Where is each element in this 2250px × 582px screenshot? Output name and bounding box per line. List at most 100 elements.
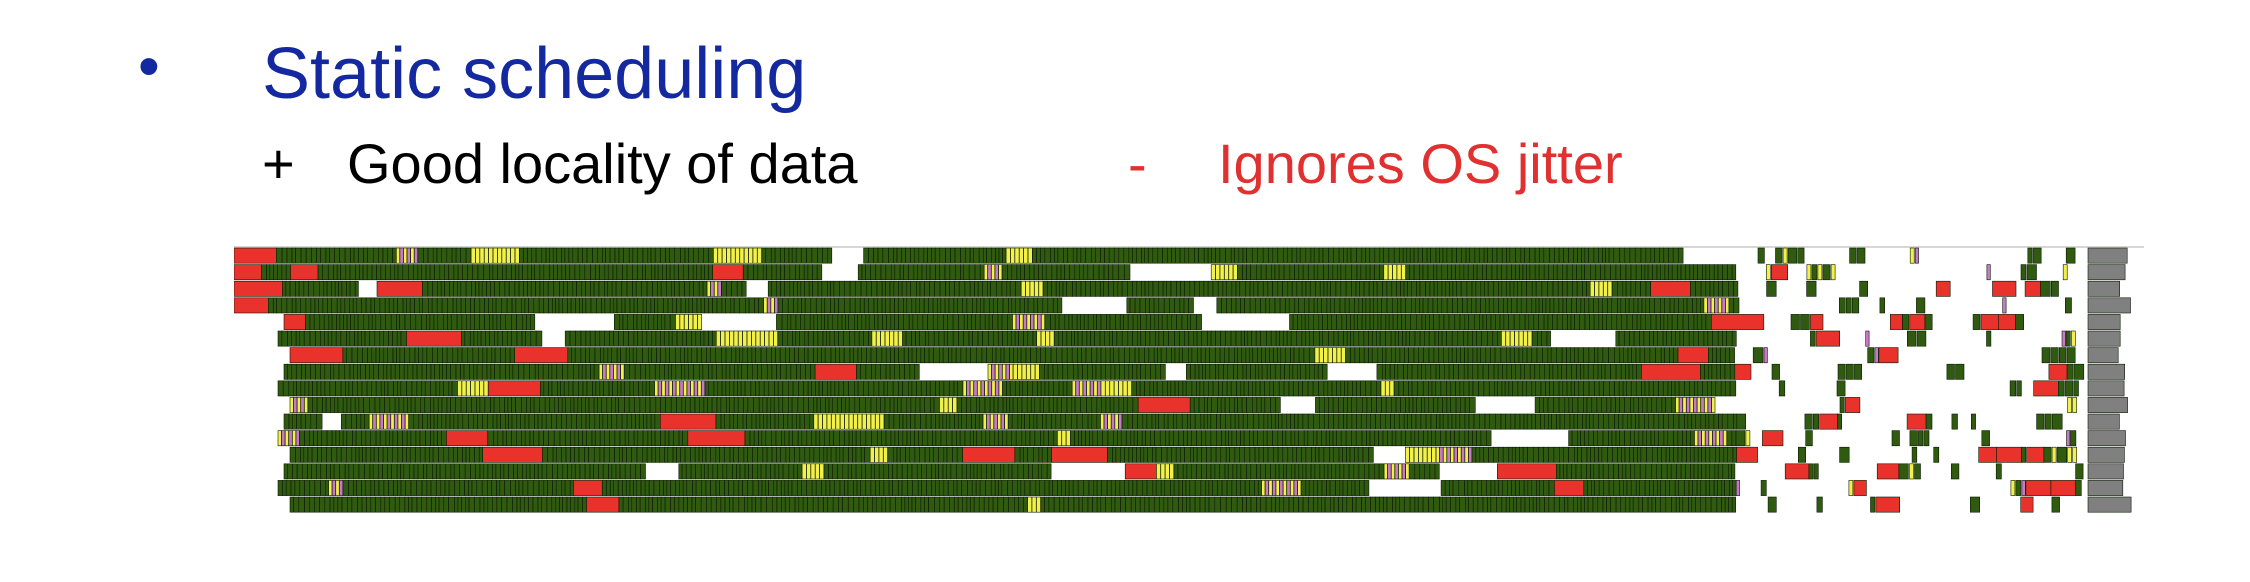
trace-compute-block (626, 280, 633, 297)
trace-compute-block (1538, 297, 1543, 314)
trace-compute-block (314, 480, 321, 496)
trace-sync-block (897, 330, 903, 347)
trace-compute-block (733, 446, 740, 463)
trace-compute-block (1154, 413, 1159, 430)
trace-comm-block (966, 380, 971, 397)
trace-compute-block (768, 480, 774, 496)
trace-compute-block (1496, 247, 1503, 264)
trace-compute-block (971, 480, 977, 496)
trace-compute-block (432, 446, 439, 463)
trace-compute-block (331, 314, 337, 330)
trace-compute-block (944, 264, 951, 281)
trace-compute-block (379, 397, 385, 413)
trace-compute-block (804, 314, 811, 330)
trace-compute-block (844, 480, 849, 496)
trace-compute-block (402, 264, 409, 281)
trace-compute-block (295, 363, 302, 380)
trace-sync-block (883, 446, 888, 463)
trace-compute-block (957, 413, 962, 430)
trace-comm-block (1678, 397, 1683, 413)
trace-compute-block (354, 280, 359, 297)
trace-compute-block (733, 397, 739, 413)
trace-compute-block (1527, 480, 1532, 496)
trace-comm-block (986, 413, 991, 430)
trace-compute-block (1587, 363, 1594, 380)
trace-compute-block (1644, 380, 1650, 397)
trace-compute-block (1602, 430, 1609, 447)
trace-compute-block (594, 430, 601, 447)
trace-compute-block (938, 347, 944, 364)
trace-comm-block (1439, 446, 1444, 463)
trace-compute-block (854, 397, 860, 413)
trace-compute-block (949, 413, 955, 430)
trace-compute-block (474, 314, 480, 330)
trace-compute-block (923, 247, 928, 264)
trace-compute-block (1108, 330, 1113, 347)
slide-title: Static scheduling (262, 34, 807, 114)
trace-compute-block (632, 380, 639, 397)
trace-compute-block (997, 496, 1004, 513)
trace-compute-block (1424, 463, 1431, 480)
trace-compute-block (403, 463, 410, 480)
trace-compute-block (1914, 463, 1921, 480)
trace-comm-block (339, 480, 344, 496)
trace-compute-block (622, 496, 629, 513)
trace-compute-block (1602, 314, 1607, 330)
trace-compute-block (1640, 314, 1646, 330)
trace-sync-block (1518, 330, 1524, 347)
trace-compute-block (1072, 280, 1077, 297)
trace-compute-block (1351, 264, 1358, 281)
trace-compute-block (426, 463, 433, 480)
trace-compute-block (437, 413, 443, 430)
trace-compute-block (571, 347, 576, 364)
trace-compute-block (467, 347, 474, 364)
trace-compute-block (500, 413, 506, 430)
trace-compute-block (1038, 446, 1043, 463)
trace-compute-block (1519, 314, 1526, 330)
trace-compute-block (1385, 330, 1392, 347)
trace-sync-block (1589, 280, 1595, 297)
trace-compute-block (566, 496, 572, 513)
trace-compute-block (1115, 446, 1121, 463)
trace-compute-block (378, 247, 384, 264)
trace-compute-block (1545, 380, 1550, 397)
trace-compute-block (1972, 314, 1981, 330)
trace-sync-block (814, 463, 820, 480)
trace-compute-block (2075, 480, 2082, 496)
trace-comm-block (672, 380, 677, 397)
trace-comm-block (300, 397, 305, 413)
trace-compute-block (460, 397, 468, 413)
trace-compute-block (1184, 247, 1190, 264)
trace-compute-block (1016, 480, 1022, 496)
trace-compute-block (865, 363, 873, 380)
trace-compute-block (499, 397, 505, 413)
trace-compute-block (1933, 446, 1940, 463)
trace-compute-block (551, 363, 557, 380)
trace-compute-block (336, 264, 341, 281)
trace-compute-block (847, 463, 852, 480)
trace-compute-block (881, 280, 886, 297)
trace-compute-block (808, 397, 814, 413)
trace-compute-block (1422, 496, 1429, 513)
trace-compute-block (1352, 496, 1357, 513)
trace-compute-block (722, 463, 728, 480)
trace-compute-block (1188, 330, 1195, 347)
trace-compute-block (1436, 413, 1441, 430)
trace-compute-block (311, 446, 318, 463)
trace-compute-block (1724, 363, 1731, 380)
trace-compute-block (1534, 363, 1541, 380)
trace-compute-block (1652, 446, 1658, 463)
trace-compute-block (851, 463, 857, 480)
trace-compute-block (957, 380, 964, 397)
trace-compute-block (484, 397, 491, 413)
trace-compute-block (799, 264, 805, 281)
trace-compute-block (1547, 397, 1554, 413)
trace-compute-block (558, 397, 563, 413)
trace-comm-block (1686, 397, 1691, 413)
trace-compute-block (817, 330, 824, 347)
trace-compute-block (1145, 430, 1151, 447)
trace-compute-block (313, 280, 320, 297)
trace-compute-block (565, 430, 571, 447)
trace-compute-block (1419, 330, 1425, 347)
trace-compute-block (1288, 496, 1294, 513)
